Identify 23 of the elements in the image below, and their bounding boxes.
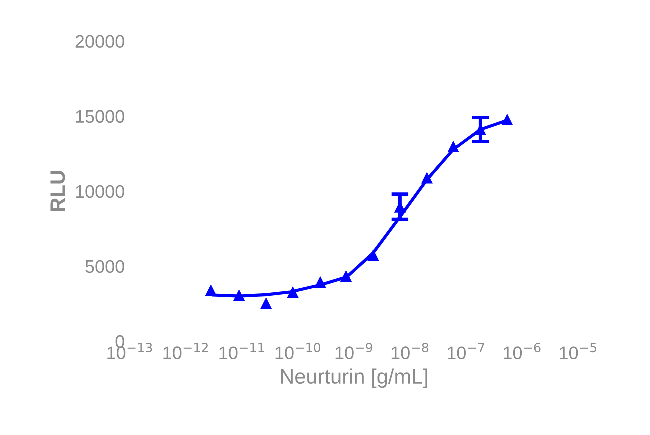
y-tick-label: 20000	[76, 35, 124, 48]
point	[340, 270, 352, 282]
point	[502, 114, 514, 126]
point	[233, 289, 246, 302]
x-tick-label: 10$^{−9}$	[336, 342, 372, 360]
x-tick-label: 10$^{−8}$	[392, 342, 429, 360]
x-tick-label: 10$^{−12}$	[164, 342, 208, 360]
point	[421, 172, 433, 184]
x-tick-label: 10$^{−11}$	[220, 343, 264, 360]
x-tick-label: 10$^{−6}$	[504, 342, 541, 360]
point	[448, 140, 460, 152]
y-tick-label: 10000	[76, 185, 124, 198]
x-tick-label: 10$^{−5}$	[560, 343, 597, 360]
x-tick-label: 10$^{−10}$	[276, 342, 321, 360]
y-tick-label: 15000	[76, 110, 124, 124]
point	[314, 276, 326, 288]
point	[287, 286, 299, 298]
point	[260, 298, 272, 310]
x-tick-label: 10$^{−7}$	[448, 343, 484, 360]
point	[368, 249, 380, 261]
y-axis-title: RLU	[50, 171, 66, 212]
y-tick-label: 5000	[86, 260, 124, 274]
x-axis-title: Neurturin [g/mL]	[281, 368, 428, 388]
